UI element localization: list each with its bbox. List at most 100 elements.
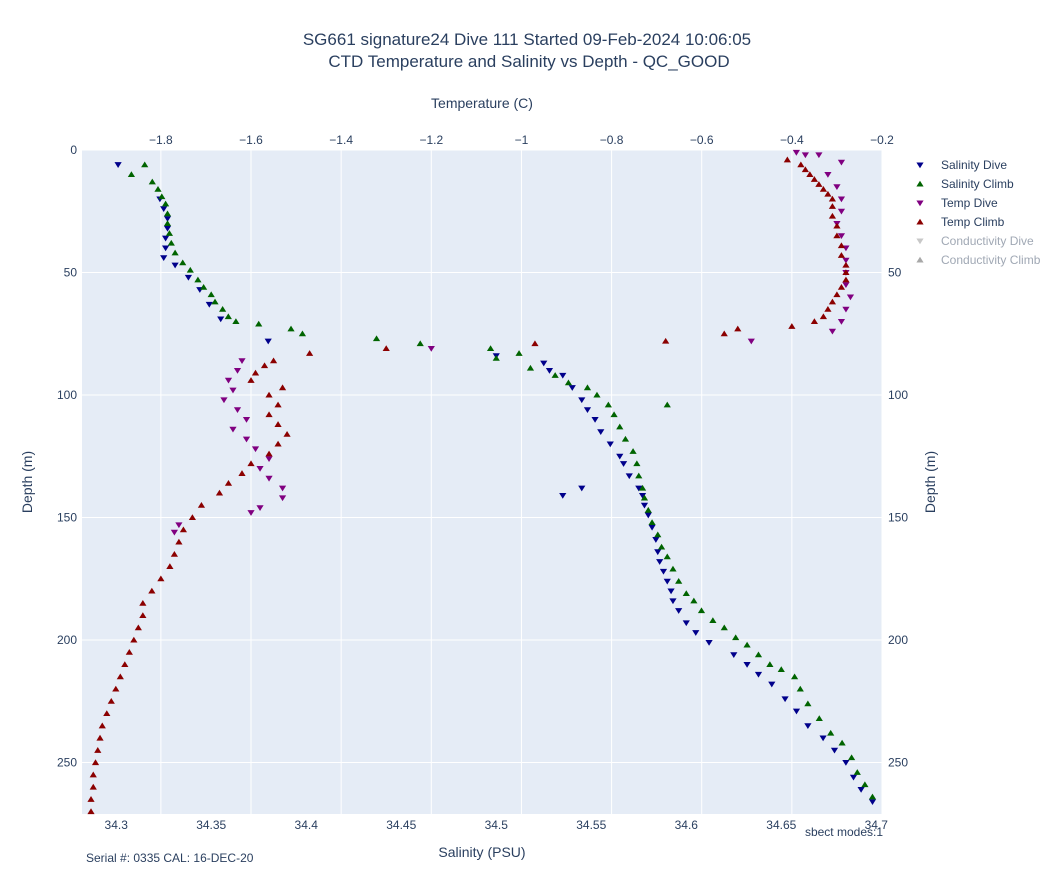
data-point [540, 360, 548, 367]
series-temp-dive [170, 149, 855, 536]
data-point [648, 524, 656, 531]
data-point [682, 590, 690, 597]
data-point [531, 340, 539, 347]
data-point [610, 411, 618, 418]
data-point [815, 715, 823, 721]
data-point [747, 338, 755, 345]
data-point [838, 739, 846, 746]
right-tick-label: 50 [888, 266, 902, 280]
data-point [640, 502, 649, 509]
data-point [604, 401, 612, 408]
series-salinity-climb [127, 161, 877, 800]
data-point [657, 543, 666, 550]
legend-item-conductivity-dive[interactable]: Conductivity Dive [916, 234, 1034, 248]
data-point [804, 723, 812, 730]
data-point [265, 450, 273, 457]
data-point [833, 222, 841, 229]
data-point [824, 190, 832, 197]
data-point [283, 430, 291, 437]
data-point [656, 559, 664, 565]
data-point [242, 417, 251, 423]
data-point [278, 384, 287, 391]
data-point [815, 181, 823, 187]
chart-subtitle: CTD Temperature and Salinity vs Depth - … [328, 52, 729, 71]
data-point [861, 781, 869, 788]
data-point [256, 505, 264, 511]
data-point [833, 184, 841, 190]
data-point [116, 673, 124, 680]
data-point [251, 446, 260, 453]
left-tick-label: 250 [57, 756, 77, 770]
legend-item-conductivity-climb[interactable]: Conductivity Climb [916, 253, 1041, 267]
data-point [166, 563, 174, 570]
data-point [194, 276, 202, 283]
data-point [654, 549, 662, 556]
data-point [837, 242, 846, 249]
data-point [163, 220, 172, 227]
data-point [766, 661, 774, 668]
data-point [853, 769, 861, 775]
data-point [278, 495, 287, 502]
data-point [233, 367, 242, 374]
data-point [559, 372, 567, 379]
data-point [492, 355, 500, 361]
legend-item-temp-dive[interactable]: Temp Dive [916, 196, 998, 210]
data-point [667, 588, 675, 595]
data-point [640, 494, 649, 501]
data-point [754, 651, 763, 658]
data-point [215, 489, 224, 496]
data-point [837, 252, 846, 258]
data-point [229, 426, 237, 433]
data-point [806, 171, 814, 178]
data-point [663, 578, 671, 585]
top-tick-label: −1.6 [239, 133, 263, 147]
data-point [597, 429, 605, 436]
data-point [232, 318, 240, 325]
top-axis-ticks: −1.8 −1.6 −1.4 −1.2 −1 −0.8 −0.6 −0.4 −0.2 [149, 133, 894, 147]
legend-item-temp-climb[interactable]: Temp Climb [916, 215, 1005, 229]
data-point [162, 235, 170, 242]
data-point [621, 435, 630, 442]
data-point [139, 600, 147, 606]
data-point [797, 161, 805, 168]
bottom-tick-label: 34.45 [386, 818, 416, 832]
data-point [583, 384, 592, 391]
data-point [165, 230, 174, 236]
data-point [238, 470, 246, 476]
right-tick-label: 200 [888, 633, 908, 647]
data-point [559, 492, 567, 499]
data-point [179, 526, 188, 533]
data-point [828, 195, 837, 202]
legend-item-salinity-dive[interactable]: Salinity Dive [916, 158, 1007, 172]
legend-marker [916, 162, 924, 169]
data-point [175, 522, 183, 529]
legend-item-salinity-climb[interactable]: Salinity Climb [916, 177, 1014, 191]
data-point [224, 377, 233, 384]
data-point [697, 607, 706, 614]
data-point [265, 475, 273, 482]
top-tick-label: −1.2 [419, 133, 443, 147]
data-point [638, 484, 647, 491]
data-point [247, 377, 255, 383]
data-point [837, 196, 846, 203]
data-point [103, 710, 111, 717]
data-point [251, 369, 260, 376]
data-point [287, 325, 295, 332]
data-point [810, 318, 818, 325]
data-point [625, 473, 633, 480]
data-point [264, 338, 272, 345]
data-point [619, 461, 628, 467]
data-point [824, 171, 832, 178]
data-point [815, 152, 823, 159]
top-tick-label: −0.2 [870, 133, 894, 147]
series-temp-climb [87, 156, 850, 815]
bottom-tick-label: 34.6 [675, 818, 699, 832]
legend[interactable]: Salinity Dive Salinity Climb Temp Dive Temp… [916, 158, 1041, 267]
data-point [224, 313, 232, 320]
left-axis-title: Depth (m) [19, 451, 35, 513]
data-point [265, 411, 273, 418]
data-point [260, 362, 269, 369]
data-point [242, 436, 251, 443]
data-point [551, 372, 559, 378]
